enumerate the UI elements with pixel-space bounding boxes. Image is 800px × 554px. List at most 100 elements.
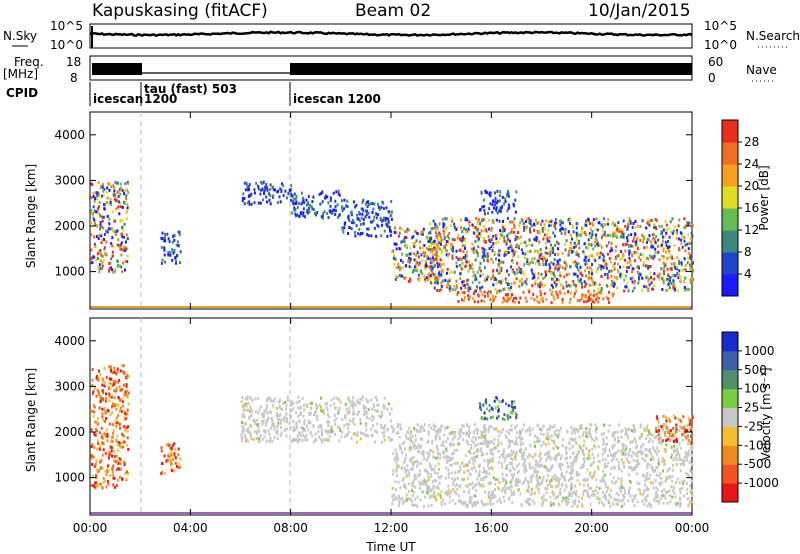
scatter-cell — [498, 258, 500, 262]
scatter-cell — [553, 273, 556, 277]
scatter-cell — [635, 453, 638, 457]
scatter-cell — [661, 288, 664, 291]
scatter-cell — [565, 452, 568, 456]
scatter-cell — [438, 437, 441, 441]
scatter-cell — [617, 254, 620, 258]
scatter-cell — [582, 431, 585, 435]
scatter-cell — [513, 468, 516, 472]
scatter-cell — [680, 446, 683, 450]
scatter-cell — [177, 244, 180, 248]
scatter-cell — [617, 270, 619, 273]
scatter-cell — [469, 447, 472, 451]
scatter-cell — [615, 502, 618, 506]
scatter-cell — [371, 211, 374, 214]
scatter-cell — [468, 220, 471, 224]
scatter-cell — [670, 485, 673, 489]
scatter-cell — [174, 256, 177, 260]
scatter-cell — [636, 462, 639, 466]
scatter-cell — [112, 245, 115, 248]
scatter-cell — [570, 492, 573, 495]
scatter-cell — [646, 433, 649, 437]
scatter-cell — [388, 436, 391, 439]
scatter-cell — [173, 234, 176, 237]
scatter-cell — [529, 444, 532, 448]
scatter-cell — [477, 481, 480, 485]
scatter-cell — [631, 267, 634, 271]
scatter-cell — [298, 419, 301, 423]
scatter-cell — [439, 452, 442, 456]
scatter-cell — [575, 490, 578, 494]
scatter-cell — [671, 495, 674, 499]
scatter-cell — [484, 294, 486, 298]
scatter-cell — [117, 200, 120, 204]
scatter-cell — [397, 423, 400, 426]
scatter-cell — [457, 494, 460, 498]
scatter-cell — [507, 194, 510, 198]
scatter-cell — [122, 425, 125, 429]
scatter-cell — [257, 184, 260, 188]
scatter-cell — [646, 493, 649, 497]
scatter-cell — [541, 503, 544, 507]
scatter-cell — [495, 237, 498, 241]
scatter-cell — [112, 454, 115, 458]
scatter-cell — [462, 279, 465, 283]
scatter-cell — [537, 276, 540, 280]
scatter-cell — [501, 226, 504, 230]
scatter-cell — [416, 269, 419, 273]
scatter-cell — [265, 420, 268, 424]
scatter-cell — [523, 241, 526, 245]
scatter-cell — [322, 216, 325, 220]
scatter-cell — [609, 472, 612, 476]
scatter-cell — [648, 238, 650, 242]
scatter-cell — [678, 259, 681, 263]
scatter-cell — [636, 224, 639, 228]
scatter-cell — [418, 473, 421, 477]
scatter-cell — [435, 251, 438, 254]
scatter-cell — [574, 264, 577, 268]
scatter-cell — [355, 440, 358, 444]
scatter-cell — [617, 464, 620, 468]
scatter-cell — [270, 410, 272, 414]
scatter-cell — [405, 236, 408, 240]
scatter-cell — [480, 435, 483, 439]
scatter-cell — [552, 295, 555, 299]
scatter-cell — [687, 257, 690, 260]
scatter-cell — [468, 435, 471, 439]
scatter-cell — [464, 501, 467, 505]
scatter-cell — [678, 453, 681, 457]
scatter-cell — [553, 258, 556, 262]
scatter-cell — [492, 476, 495, 480]
scatter-cell — [504, 293, 507, 297]
scatter-cell — [585, 427, 588, 430]
scatter-cell — [636, 236, 639, 240]
scatter-cell — [308, 207, 310, 210]
scatter-cell — [519, 271, 522, 275]
scatter-cell — [507, 203, 510, 207]
scatter-cell — [481, 293, 484, 297]
scatter-cell — [342, 230, 345, 234]
scatter-cell — [525, 244, 528, 248]
scatter-cell — [427, 265, 429, 268]
scatter-cell — [636, 444, 639, 448]
scatter-cell — [472, 247, 475, 251]
scatter-cell — [488, 238, 491, 242]
scatter-cell — [620, 229, 623, 233]
scatter-cell — [102, 398, 105, 402]
scatter-cell — [244, 439, 247, 443]
scatter-cell — [671, 438, 674, 442]
scatter-cell — [390, 200, 393, 203]
scatter-cell — [507, 246, 510, 250]
scatter-cell — [501, 279, 504, 282]
scatter-cell — [611, 444, 614, 448]
scatter-cell — [689, 263, 691, 267]
scatter-cell — [348, 406, 351, 410]
scatter-cell — [539, 289, 542, 293]
scatter-cell — [450, 431, 453, 435]
scatter-cell — [614, 231, 617, 235]
scatter-cell — [358, 227, 361, 231]
scatter-cell — [428, 496, 431, 499]
scatter-cell — [451, 219, 453, 223]
scatter-cell — [588, 430, 591, 434]
scatter-cell — [676, 447, 679, 451]
scatter-cell — [358, 211, 360, 214]
